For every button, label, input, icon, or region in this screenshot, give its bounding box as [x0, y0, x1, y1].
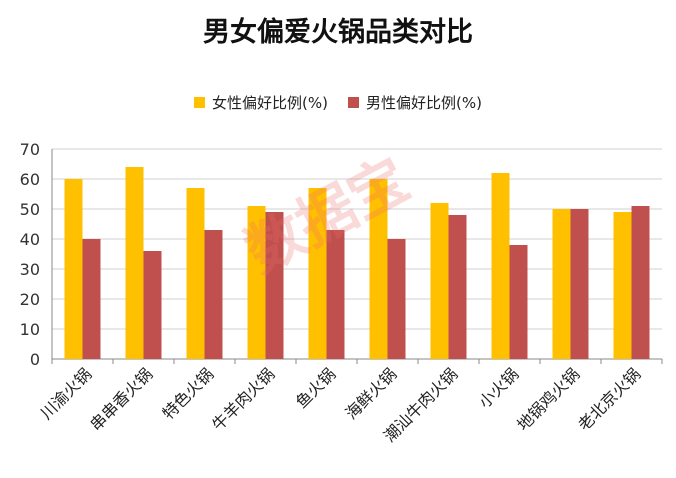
- bar-female: [64, 179, 83, 359]
- y-tick-label: 50: [20, 200, 40, 219]
- y-tick-label: 10: [20, 320, 40, 339]
- bar-male: [82, 239, 101, 359]
- y-tick-label: 70: [20, 140, 40, 159]
- chart-legend: 女性偏好比例(%) 男性偏好比例(%): [0, 92, 676, 113]
- bar-male: [570, 209, 589, 359]
- bar-female: [613, 212, 632, 359]
- bar-female: [552, 209, 571, 359]
- legend-label-male: 男性偏好比例(%): [366, 94, 482, 112]
- chart-title: 男女偏爱火锅品类对比: [203, 17, 473, 48]
- bar-male: [631, 206, 650, 359]
- legend-label-female: 女性偏好比例(%): [212, 94, 328, 112]
- x-tick-label: 鱼火锅: [292, 364, 339, 411]
- bar-male: [509, 245, 528, 359]
- x-tick-label: 老北京火锅: [574, 364, 644, 434]
- y-tick-label: 0: [30, 350, 40, 369]
- x-tick-label: 小火锅: [475, 364, 522, 411]
- bar-female: [491, 173, 510, 359]
- bar-male: [265, 212, 284, 359]
- y-tick-label: 60: [20, 170, 40, 189]
- bar-female: [247, 206, 266, 359]
- legend-item-male: 男性偏好比例(%): [348, 92, 482, 113]
- x-tick-label: 特色火锅: [159, 364, 218, 423]
- legend-swatch-female: [194, 97, 206, 108]
- bar-female: [186, 188, 205, 359]
- y-tick-label: 30: [20, 260, 40, 279]
- bar-female: [125, 167, 144, 359]
- x-tick-label: 海鲜火锅: [342, 364, 401, 423]
- bar-male: [387, 239, 406, 359]
- bar-female: [308, 188, 327, 359]
- legend-swatch-male: [348, 97, 359, 108]
- x-tick-label: 川渝火锅: [37, 364, 96, 423]
- x-tick-label: 地锅鸡火锅: [513, 364, 583, 434]
- bar-male: [143, 251, 162, 359]
- bar-male: [326, 230, 345, 359]
- y-tick-label: 40: [20, 230, 40, 249]
- bar-male: [448, 215, 467, 359]
- x-tick-label: 牛羊肉火锅: [208, 364, 278, 434]
- bar-female: [430, 203, 449, 359]
- y-tick-label: 20: [20, 290, 40, 309]
- x-tick-label: 串串香火锅: [86, 364, 156, 434]
- bar-male: [204, 230, 223, 359]
- bar-female: [369, 179, 388, 359]
- legend-item-female: 女性偏好比例(%): [194, 92, 328, 113]
